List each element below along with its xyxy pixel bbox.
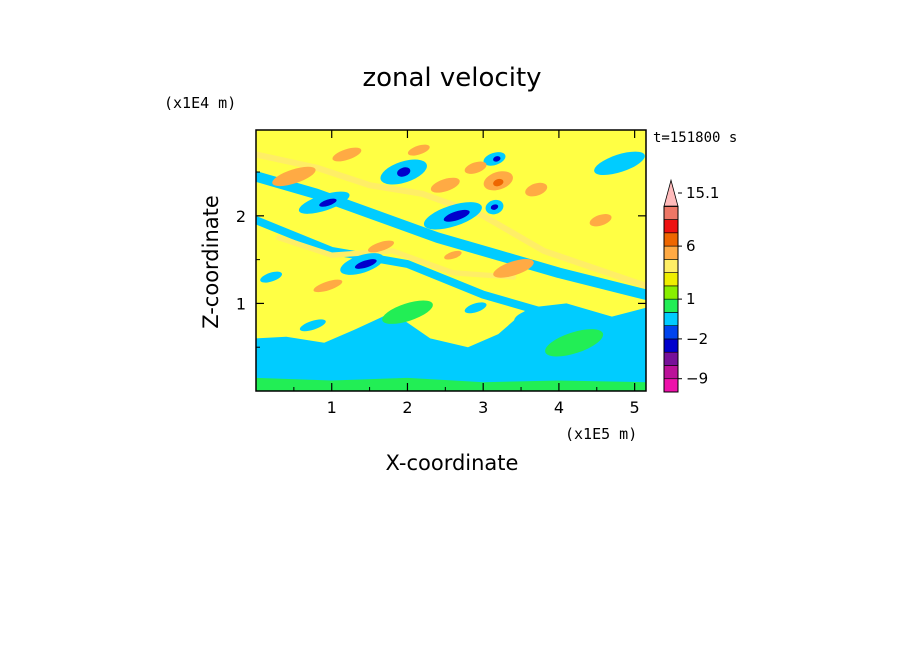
contour-blob-34 xyxy=(514,309,544,325)
colorbar-label: 1 xyxy=(686,290,696,308)
time-annotation: t=151800 s xyxy=(653,130,737,146)
colorbar-swatch xyxy=(663,259,679,273)
colorbar-swatch xyxy=(663,378,679,393)
colorbar-swatch xyxy=(663,325,679,340)
contour-blob-35 xyxy=(299,319,326,332)
colorbar-label: 6 xyxy=(686,237,696,255)
contour-blob-9 xyxy=(319,198,337,207)
colorbar-max-triangle xyxy=(663,178,679,207)
x-tick-label: 5 xyxy=(630,398,640,417)
contour-blob-33 xyxy=(345,350,364,362)
x-tick-label: 2 xyxy=(402,398,412,417)
contour-blob-18 xyxy=(272,166,316,187)
x-tick-label: 3 xyxy=(478,398,488,417)
contour-blob-15 xyxy=(493,156,501,162)
contour-blob-37 xyxy=(603,334,621,343)
contour-blob-21 xyxy=(430,177,460,193)
contour-field xyxy=(256,130,646,391)
x-unit-label: (x1E5 m) xyxy=(565,425,637,443)
contour-blob-38 xyxy=(382,300,433,324)
colorbar-swatch xyxy=(663,351,679,366)
contour-region-4 xyxy=(256,303,646,391)
contour-blob-32 xyxy=(260,271,283,283)
contour-band-3 xyxy=(276,235,517,280)
x-axis-label: X-coordinate xyxy=(386,451,519,475)
contour-blob-23 xyxy=(493,259,534,278)
colorbar-swatch xyxy=(663,232,679,247)
colorbar-swatch xyxy=(663,298,679,313)
contour-blob-11 xyxy=(443,209,470,222)
colorbar-swatch xyxy=(663,245,679,260)
contour-blob-31 xyxy=(594,151,645,176)
contour-blob-13 xyxy=(354,259,377,269)
y-axis-label: Z-coordinate xyxy=(199,195,223,329)
colorbar-swatch xyxy=(663,219,679,234)
contour-blob-22 xyxy=(367,240,395,253)
x-tick-label: 1 xyxy=(327,398,337,417)
colorbar: 15.1 6 1 −2 −9 xyxy=(663,178,719,393)
colorbar-swatch xyxy=(663,365,679,380)
colorbar-swatch xyxy=(663,312,679,326)
contour-blob-7 xyxy=(397,167,411,177)
colorbar-label: −2 xyxy=(686,330,708,348)
contour-blob-36 xyxy=(464,302,487,314)
contour-blob-20 xyxy=(493,178,504,187)
contour-band-2 xyxy=(256,151,646,289)
colorbar-label: 15.1 xyxy=(686,184,719,202)
contour-blob-30 xyxy=(444,250,462,260)
contour-blob-28 xyxy=(589,214,612,227)
contour-blob-26 xyxy=(464,161,487,174)
x-tick-label: 4 xyxy=(554,398,564,417)
y-axis: 12 xyxy=(236,171,646,348)
colorbar-swatch xyxy=(663,272,679,287)
y-tick-label: 1 xyxy=(236,294,246,313)
contour-band-0 xyxy=(256,171,646,300)
colorbar-swatch xyxy=(663,205,679,220)
contour-blob-29 xyxy=(313,279,343,293)
y-tick-label: 2 xyxy=(236,207,246,226)
contour-blob-17 xyxy=(490,204,499,210)
contour-blob-27 xyxy=(525,182,548,197)
plot-frame xyxy=(255,129,647,392)
colorbar-swatch xyxy=(663,285,679,300)
y-unit-label: (x1E4 m) xyxy=(164,94,236,112)
colorbar-label: −9 xyxy=(686,370,708,388)
colorbar-swatch xyxy=(663,338,679,353)
contour-region-5 xyxy=(256,377,646,391)
contour-blob-39 xyxy=(545,329,604,357)
x-axis: 1 2 3 4 5 xyxy=(293,130,640,417)
contour-blob-24 xyxy=(332,147,362,162)
chart-title: zonal velocity xyxy=(362,63,541,93)
contour-blob-25 xyxy=(407,144,430,156)
